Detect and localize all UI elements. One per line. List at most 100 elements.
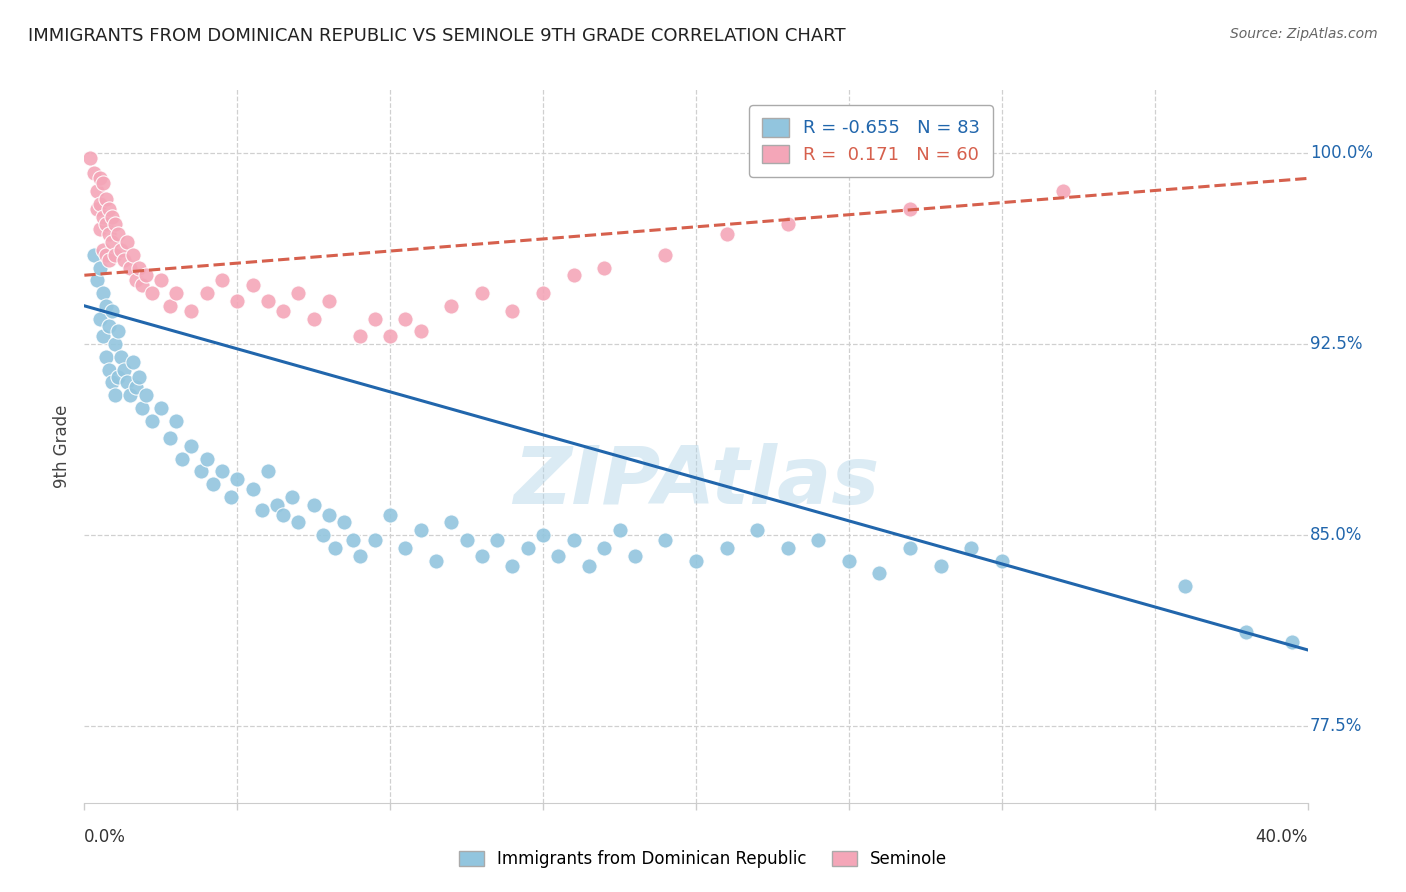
Point	[110, 243, 132, 257]
Point	[120, 260, 142, 275]
Point	[86, 273, 108, 287]
Point	[716, 227, 738, 242]
Point	[91, 210, 114, 224]
Point	[112, 362, 135, 376]
Text: 100.0%: 100.0%	[1310, 144, 1374, 162]
Legend: R = -0.655   N = 83, R =  0.171   N = 60: R = -0.655 N = 83, R = 0.171 N = 60	[749, 105, 993, 177]
Point	[190, 465, 212, 479]
Point	[409, 324, 432, 338]
Point	[257, 293, 280, 308]
Point	[219, 490, 242, 504]
Point	[471, 549, 494, 563]
Point	[302, 311, 325, 326]
Legend: Immigrants from Dominican Republic, Seminole: Immigrants from Dominican Republic, Semi…	[453, 844, 953, 875]
Point	[624, 549, 647, 563]
Point	[141, 286, 163, 301]
Point	[593, 260, 616, 275]
Point	[380, 329, 402, 343]
Point	[89, 171, 111, 186]
Point	[97, 227, 120, 242]
Point	[380, 508, 402, 522]
Point	[257, 465, 280, 479]
Point	[89, 222, 111, 236]
Point	[898, 541, 921, 555]
Point	[776, 541, 799, 555]
Point	[281, 490, 304, 504]
Point	[776, 217, 799, 231]
Point	[122, 355, 145, 369]
Point	[456, 533, 478, 548]
Point	[101, 304, 124, 318]
Text: Source: ZipAtlas.com: Source: ZipAtlas.com	[1230, 27, 1378, 41]
Point	[1234, 625, 1257, 640]
Point	[149, 273, 172, 287]
Point	[502, 558, 524, 573]
Point	[94, 350, 117, 364]
Point	[287, 516, 309, 530]
Point	[242, 278, 264, 293]
Point	[141, 413, 163, 427]
Point	[135, 268, 157, 283]
Text: 0.0%: 0.0%	[84, 828, 127, 846]
Point	[104, 248, 127, 262]
Point	[333, 516, 356, 530]
Point	[271, 508, 294, 522]
Point	[486, 533, 509, 548]
Point	[89, 260, 111, 275]
Point	[101, 235, 124, 249]
Y-axis label: 9th Grade: 9th Grade	[53, 404, 72, 488]
Point	[409, 523, 432, 537]
Point	[609, 523, 631, 537]
Point	[593, 541, 616, 555]
Point	[131, 401, 153, 415]
Point	[107, 370, 129, 384]
Point	[394, 541, 416, 555]
Point	[79, 151, 101, 165]
Point	[271, 304, 294, 318]
Point	[94, 192, 117, 206]
Point	[425, 554, 447, 568]
Point	[115, 235, 138, 249]
Point	[91, 243, 114, 257]
Point	[349, 329, 371, 343]
Point	[364, 311, 387, 326]
Point	[531, 528, 554, 542]
Point	[342, 533, 364, 548]
Point	[869, 566, 891, 581]
Point	[312, 528, 335, 542]
Point	[898, 202, 921, 216]
Point	[89, 197, 111, 211]
Point	[960, 541, 983, 555]
Point	[654, 533, 676, 548]
Point	[112, 252, 135, 267]
Point	[364, 533, 387, 548]
Point	[89, 311, 111, 326]
Point	[101, 210, 124, 224]
Text: 77.5%: 77.5%	[1310, 717, 1362, 735]
Point	[115, 376, 138, 390]
Point	[1281, 635, 1303, 649]
Point	[159, 299, 181, 313]
Point	[94, 248, 117, 262]
Point	[104, 217, 127, 231]
Point	[502, 304, 524, 318]
Point	[440, 299, 463, 313]
Point	[440, 516, 463, 530]
Point	[91, 286, 114, 301]
Point	[125, 273, 148, 287]
Point	[120, 388, 142, 402]
Text: 40.0%: 40.0%	[1256, 828, 1308, 846]
Point	[226, 472, 249, 486]
Point	[159, 431, 181, 445]
Point	[242, 483, 264, 497]
Point	[128, 370, 150, 384]
Point	[562, 533, 585, 548]
Point	[110, 350, 132, 364]
Point	[250, 502, 273, 516]
Text: 92.5%: 92.5%	[1310, 335, 1362, 353]
Point	[135, 388, 157, 402]
Point	[107, 324, 129, 338]
Point	[172, 451, 194, 466]
Point	[104, 337, 127, 351]
Point	[94, 217, 117, 231]
